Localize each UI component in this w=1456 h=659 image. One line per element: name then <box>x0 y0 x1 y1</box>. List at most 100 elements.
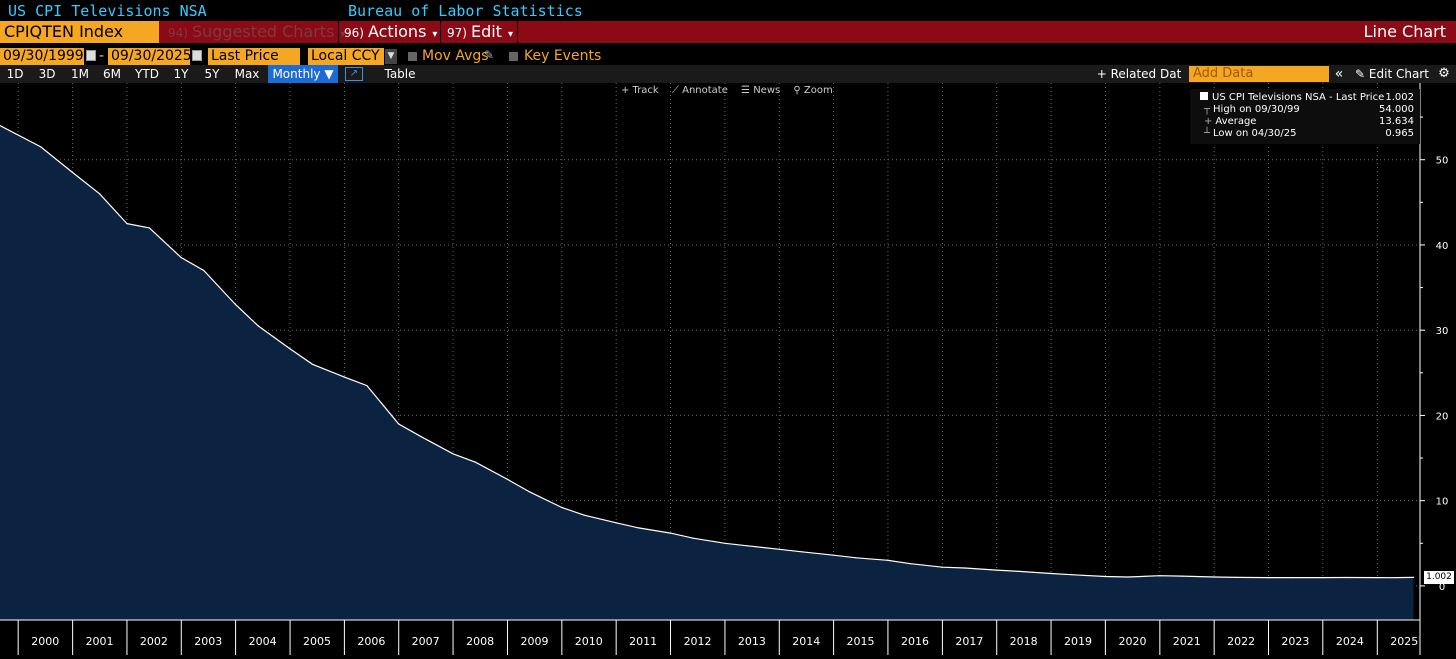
x-tick-label: 2017 <box>955 635 983 648</box>
data-point <box>1127 576 1129 578</box>
data-point <box>1376 577 1378 579</box>
series-swatch <box>1200 92 1208 100</box>
legend-average-label: Average <box>1215 116 1257 127</box>
range-button-1y[interactable]: 1Y <box>173 67 189 81</box>
x-tick-label: 2025 <box>1390 635 1418 648</box>
zoom-tool[interactable]: ⚲ Zoom <box>793 85 833 96</box>
data-point <box>257 325 259 327</box>
range-button-6m[interactable]: 6M <box>103 67 121 81</box>
range-button-1d[interactable]: 1D <box>6 67 24 81</box>
mov-avgs-label[interactable]: Mov Avgs <box>422 48 489 64</box>
data-point <box>1344 576 1346 579</box>
pencil-icon[interactable]: ✎ <box>484 48 495 62</box>
data-point <box>366 385 368 387</box>
line-chart-icon[interactable]: ↗ <box>345 67 363 81</box>
annotate-tool[interactable]: ⟋ Annotate <box>671 85 728 96</box>
legend-average-value: 13.634 <box>1379 116 1414 127</box>
caret-down-icon: ▾ <box>340 29 346 40</box>
price-field-select[interactable]: Last Price <box>208 48 300 65</box>
range-button-1m[interactable]: 1M <box>71 67 89 81</box>
end-date-field[interactable]: 09/30/2025 <box>108 48 192 65</box>
caret-down-icon: ▾ <box>432 29 438 40</box>
legend-high-label: High on 09/30/99 <box>1213 104 1300 115</box>
chart-tools: + Track ⟋ Annotate ☰ News ⚲ Zoom <box>621 85 843 96</box>
data-point <box>506 478 509 480</box>
news-tool[interactable]: ☰ News <box>741 85 781 96</box>
frequency-select[interactable]: Monthly ▼ <box>268 65 338 83</box>
ticker-field[interactable]: CPIQTEN Index <box>0 21 159 43</box>
edit-chart-button[interactable]: ✎ Edit Chart <box>1355 67 1429 81</box>
key-events-label[interactable]: Key Events <box>524 48 602 64</box>
x-tick-label: 2024 <box>1336 635 1364 648</box>
edit-number: 97) <box>447 26 467 40</box>
data-point <box>941 566 944 568</box>
legend-series-row[interactable]: US CPI Televisions NSA - Last Price 1.00… <box>1200 92 1414 104</box>
data-point <box>1390 577 1392 579</box>
data-point <box>1290 577 1292 579</box>
data-point <box>126 223 128 225</box>
range-button-ytd[interactable]: YTD <box>135 67 159 81</box>
chart-area[interactable]: 0 10 20 30 40 50 2000 2001 2002 2003 2004 2005 2006… <box>0 83 1456 655</box>
chart-type-label[interactable]: Line Chart <box>1363 22 1446 41</box>
data-point <box>615 522 617 524</box>
data-point <box>1050 572 1052 575</box>
related-data-button[interactable]: + Related Dat <box>1096 67 1182 81</box>
legend-high-value: 54.000 <box>1379 104 1414 115</box>
data-point <box>343 376 345 378</box>
collapse-icon[interactable]: « <box>1334 66 1344 82</box>
x-tick-label: 2003 <box>194 635 222 648</box>
start-date-field[interactable]: 09/30/1999 <box>0 48 84 65</box>
legend-series-value: 1.002 <box>1385 92 1414 103</box>
suggested-charts-menu[interactable]: 94) Suggested Charts ▾ <box>168 21 345 43</box>
caret-down-icon: ▾ <box>507 29 513 40</box>
x-tick-label: 2009 <box>520 635 548 648</box>
x-axis: 2000 2001 2002 2003 2004 2005 2006 2007 2008 2009… <box>0 619 1421 655</box>
edit-menu[interactable]: 97) Edit ▾ <box>447 21 513 43</box>
mov-avgs-checkbox[interactable] <box>408 52 417 61</box>
currency-select[interactable]: Local CCY <box>308 48 384 65</box>
actions-menu[interactable]: 96) Actions ▾ <box>344 21 437 43</box>
x-tick-label: 2001 <box>86 635 114 648</box>
line-chart[interactable]: 0 10 20 30 40 50 2000 2001 2002 2003 2004 2005 2006… <box>0 83 1456 655</box>
chart-legend: US CPI Televisions NSA - Last Price 1.00… <box>1190 89 1420 144</box>
range-button-5y[interactable]: 5Y <box>204 67 220 81</box>
x-tick-label: 2023 <box>1281 635 1309 648</box>
calendar-icon[interactable] <box>192 50 202 61</box>
data-point <box>40 146 42 148</box>
command-bar: CPIQTEN Index 94) Suggested Charts ▾ 96) Ac… <box>0 21 1456 43</box>
data-point <box>746 545 749 547</box>
high-marker-icon: ┬ <box>1204 104 1211 115</box>
data-point <box>99 193 101 195</box>
data-point <box>1267 577 1270 579</box>
x-tick-label: 2013 <box>738 635 766 648</box>
data-point <box>529 491 531 493</box>
settings-gear-icon[interactable]: ⚙ <box>1438 66 1450 81</box>
add-data-input[interactable]: Add Data <box>1189 66 1329 82</box>
data-point <box>180 257 182 259</box>
data-point <box>964 567 966 569</box>
y-tick-label: 50 <box>1436 156 1449 167</box>
legend-average-row: + Average 13.634 <box>1204 116 1414 128</box>
data-point <box>203 269 205 272</box>
caret-down-icon[interactable]: ▼ <box>385 49 397 64</box>
legend-low-row: ┴ Low on 04/30/25 0.965 <box>1204 128 1414 140</box>
data-point <box>583 514 585 516</box>
range-button-max[interactable]: Max <box>234 67 260 81</box>
x-tick-label: 2022 <box>1227 635 1255 648</box>
data-point <box>235 304 237 306</box>
range-button-3d[interactable]: 3D <box>38 67 56 81</box>
key-events-checkbox[interactable] <box>509 52 518 61</box>
track-tool[interactable]: + Track <box>621 85 659 96</box>
x-tick-label: 2019 <box>1064 635 1092 648</box>
suggested-charts-number: 94) <box>168 26 188 40</box>
low-marker-icon: ┴ <box>1204 128 1211 139</box>
x-tick-label: 2016 <box>901 635 929 648</box>
table-button[interactable]: Table <box>384 67 416 81</box>
x-tick-label: 2000 <box>31 635 59 648</box>
y-tick-label: 10 <box>1436 497 1449 508</box>
x-tick-label: 2021 <box>1173 635 1201 648</box>
x-tick-label: 2007 <box>412 635 440 648</box>
data-point <box>1412 576 1415 578</box>
data-point <box>475 461 477 463</box>
calendar-icon[interactable] <box>86 50 96 61</box>
